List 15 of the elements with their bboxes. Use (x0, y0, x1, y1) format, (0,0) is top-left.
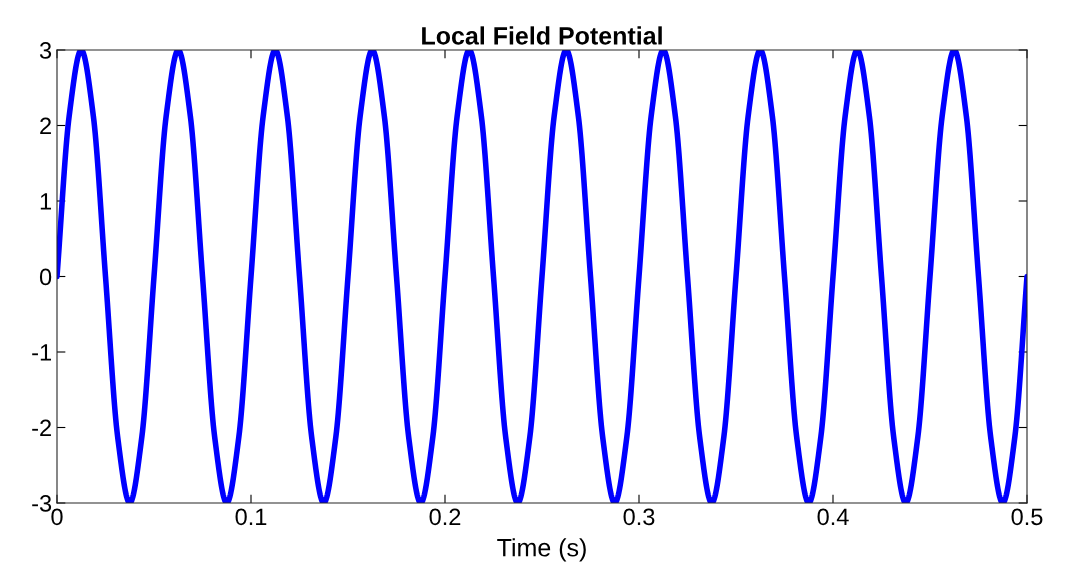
x-tick-label: 0 (51, 508, 63, 526)
x-tick-label: 0.1 (235, 508, 267, 526)
x-tick-label: 0.3 (623, 508, 655, 526)
x-tick-label: 0.2 (429, 508, 461, 526)
x-axis-title: Time (s) (497, 538, 586, 562)
y-tick-label: -2 (32, 419, 51, 437)
y-tick-label: 1 (40, 193, 51, 210)
x-tick-label: 0.4 (817, 508, 849, 526)
x-tick-label: 0.5 (1011, 508, 1043, 526)
y-tick-label: 2 (40, 117, 51, 135)
chart-title: Local Field Potential (422, 26, 662, 45)
y-tick-label: 3 (39, 42, 52, 59)
y-tick-label: -3 (32, 495, 52, 512)
y-tick-label: -1 (32, 344, 51, 361)
y-tick-label: 0 (39, 268, 52, 286)
